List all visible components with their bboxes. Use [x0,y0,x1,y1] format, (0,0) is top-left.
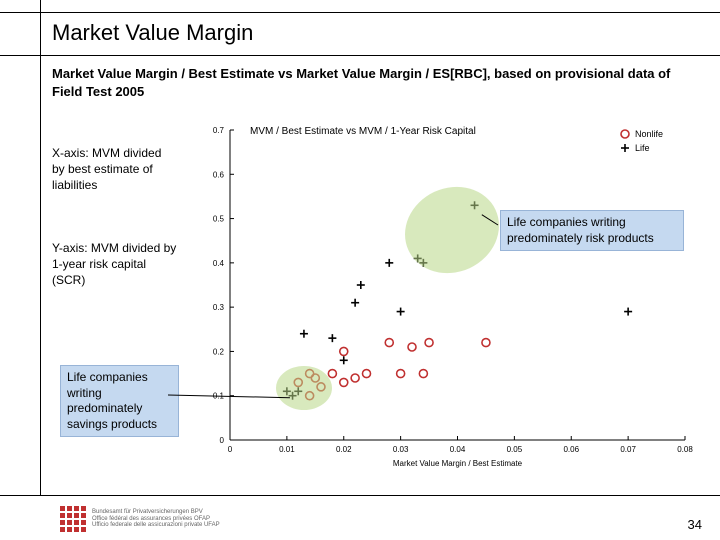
svg-text:0.04: 0.04 [450,445,466,454]
bottom-rule [0,495,720,496]
svg-text:0.08: 0.08 [677,445,693,454]
yaxis-note: Y-axis: MVM divided by 1-year risk capit… [52,240,177,289]
svg-text:0.5: 0.5 [213,215,225,224]
subtitle: Market Value Margin / Best Estimate vs M… [52,65,702,100]
left-rule [40,0,41,495]
xaxis-note: X-axis: MVM divided by best estimate of … [52,145,177,194]
logo-text: Bundesamt für Privatversicherungen BPV O… [92,509,220,530]
svg-text:0.7: 0.7 [213,126,225,135]
page-number: 34 [688,517,702,532]
top-rule [0,12,720,13]
svg-text:0.03: 0.03 [393,445,409,454]
page-title: Market Value Margin [52,20,253,46]
svg-text:0.02: 0.02 [336,445,352,454]
svg-text:Life: Life [635,143,650,153]
logo-line: Bundesamt für Privatversicherungen BPV [92,509,220,516]
callout-savings: Life companies writing predominately sav… [60,365,179,437]
svg-text:Nonlife: Nonlife [635,129,663,139]
svg-text:MVM / Best Estimate vs MVM / 1: MVM / Best Estimate vs MVM / 1-Year Risk… [250,126,476,137]
svg-text:0.6: 0.6 [213,170,225,179]
logo-line: Office fédéral des assurances privées OF… [92,516,220,523]
svg-text:0: 0 [220,436,225,445]
logo-icon [60,506,86,532]
svg-text:0.1: 0.1 [213,392,225,401]
svg-text:0.06: 0.06 [563,445,579,454]
svg-text:0.05: 0.05 [507,445,523,454]
svg-text:0.2: 0.2 [213,347,225,356]
svg-text:0: 0 [228,445,233,454]
scatter-chart: 0 0.1 0.2 0.3 0.4 0.5 0.6 0.7 0 0.01 0.02 0.03 0.04 0… [195,110,695,480]
svg-text:0.3: 0.3 [213,303,225,312]
title-rule [0,55,720,56]
logo-line: Ufficio federale delle assicurazioni pri… [92,522,220,529]
svg-text:Market Value Margin / Best Est: Market Value Margin / Best Estimate [393,459,523,468]
svg-text:0.4: 0.4 [213,259,225,268]
svg-text:0.01: 0.01 [279,445,295,454]
footer-logo: Bundesamt für Privatversicherungen BPV O… [60,506,220,532]
svg-text:0.07: 0.07 [620,445,636,454]
